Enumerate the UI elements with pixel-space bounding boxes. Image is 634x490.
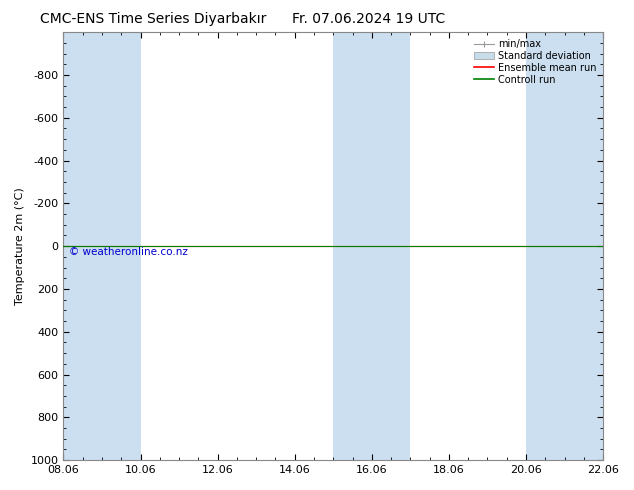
Text: Fr. 07.06.2024 19 UTC: Fr. 07.06.2024 19 UTC bbox=[292, 12, 445, 26]
Text: © weatheronline.co.nz: © weatheronline.co.nz bbox=[69, 247, 188, 257]
Legend: min/max, Standard deviation, Ensemble mean run, Controll run: min/max, Standard deviation, Ensemble me… bbox=[472, 37, 598, 87]
Bar bbox=[526, 32, 603, 460]
Y-axis label: Temperature 2m (°C): Temperature 2m (°C) bbox=[15, 187, 25, 305]
Bar bbox=[63, 32, 102, 460]
Text: CMC-ENS Time Series Diyarbakır: CMC-ENS Time Series Diyarbakır bbox=[40, 12, 266, 26]
Bar bbox=[102, 32, 141, 460]
Bar bbox=[372, 32, 410, 460]
Bar bbox=[333, 32, 372, 460]
